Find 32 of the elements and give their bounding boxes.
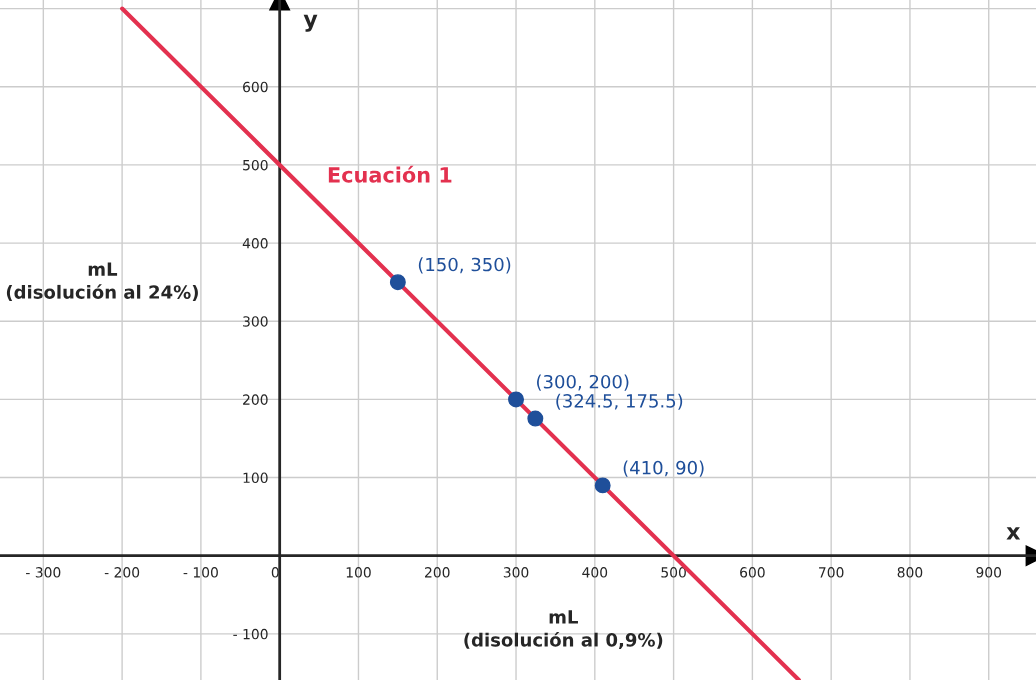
x-tick-label: - 100 bbox=[183, 567, 218, 578]
annotation: (324.5, 175.5) bbox=[556, 393, 683, 410]
y-tick-label: 200 bbox=[243, 394, 268, 405]
series-label: Ecuación 1 bbox=[328, 165, 452, 183]
x-tick-label: 800 bbox=[897, 567, 923, 578]
x-tick-label: - 200 bbox=[104, 567, 140, 578]
point bbox=[389, 274, 406, 291]
point bbox=[508, 391, 525, 408]
y-tick-label: 500 bbox=[243, 159, 268, 171]
annotation: (150, 350) bbox=[418, 257, 511, 274]
point bbox=[594, 477, 611, 494]
x-tick-label: 600 bbox=[740, 567, 765, 578]
point bbox=[527, 410, 544, 427]
annotation: (410, 90) bbox=[623, 460, 704, 477]
x-tick-label: 300 bbox=[503, 567, 529, 578]
x-tick-label: 200 bbox=[425, 567, 450, 578]
annotation: x bbox=[1006, 527, 1021, 540]
x-tick-label: 400 bbox=[582, 567, 608, 578]
x-tick-label: 700 bbox=[819, 567, 844, 578]
y-tick-label: 300 bbox=[243, 316, 268, 327]
x-tick-label: 500 bbox=[661, 567, 686, 578]
y-tick-label: 400 bbox=[242, 238, 268, 249]
y-tick-label: 100 bbox=[243, 472, 268, 484]
x-tick-label: - 300 bbox=[26, 567, 61, 578]
annotation: y bbox=[303, 14, 318, 32]
x-axis-title: mL (disolución al 0,9%) bbox=[464, 610, 663, 649]
annotation: (300, 200) bbox=[537, 374, 629, 391]
x-tick-label: 100 bbox=[346, 567, 371, 578]
y-tick-label: - 100 bbox=[233, 628, 268, 640]
y-tick-label: 600 bbox=[243, 81, 268, 93]
x-tick-label: 900 bbox=[976, 567, 1002, 578]
y-axis-title: mL (disolución al 24%) bbox=[6, 262, 198, 302]
